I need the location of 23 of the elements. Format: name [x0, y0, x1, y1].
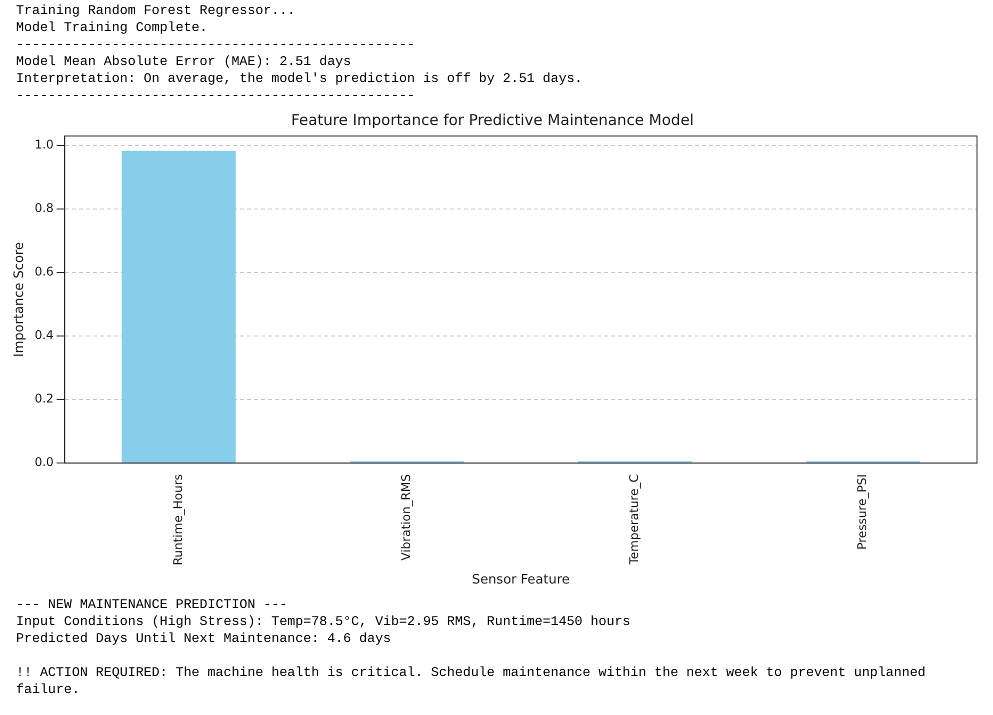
text: Model Training Complete. [16, 19, 209, 36]
text: Input Conditions (High Stress): Temp=78.5°C, Vib=2.95 RMS, Runtime=1450 hours [16, 613, 632, 630]
y-tick-label: 0.0 [34, 455, 54, 470]
text: Interpretation: On average, the model's prediction is off by 2.51 days. [16, 70, 584, 87]
chart-title: Feature Importance for Predictive Maintenance Model [291, 110, 694, 129]
text: -------------------------------------------------- [16, 87, 416, 104]
y-tick-label: 1.0 [34, 138, 54, 152]
x-tick-label: Vibration_RMS [398, 474, 413, 561]
x-tick-label: Temperature_C [627, 474, 642, 566]
y-tick-label: 0.4 [34, 328, 54, 342]
text: Predicted Days Until Next Maintenance: 4.6 days [16, 630, 392, 647]
text: !! ACTION REQUIRED: The machine health is critical. Schedule maintenance within the next week to prevent unplanned failure. [16, 664, 927, 698]
y-axis-title: Importance Score [12, 242, 28, 358]
y-tick-label: 0.6 [34, 264, 54, 279]
y-tick-label: 0.2 [34, 392, 54, 406]
x-tick-label: Pressure_PSI [855, 474, 870, 550]
text: --- NEW MAINTENANCE PREDICTION --- [16, 596, 288, 613]
x-tick-label: Runtime_Hours [170, 474, 185, 566]
text: Model Mean Absolute Error (MAE): 2.51 days [16, 53, 352, 70]
text: -------------------------------------------------- [16, 36, 416, 53]
y-tick-label: 0.8 [34, 201, 54, 216]
x-axis-title: Sensor Feature [472, 572, 570, 588]
text: Training Random Forest Regressor... [16, 2, 296, 19]
